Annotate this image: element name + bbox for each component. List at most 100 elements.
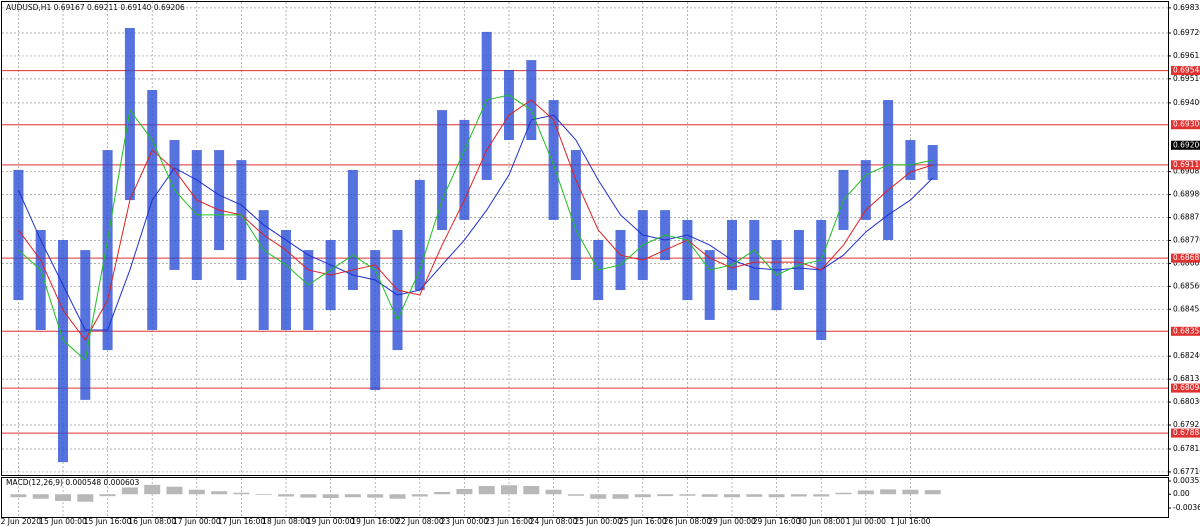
x-tick-label: 18 Jun 08:00 bbox=[262, 517, 310, 526]
price-bar bbox=[58, 240, 68, 463]
price-bar bbox=[102, 150, 113, 351]
y-tick-label: 0.68455 bbox=[1173, 304, 1200, 313]
price-bar bbox=[35, 229, 46, 330]
x-tick-label: 1 Jul 16:00 bbox=[890, 517, 930, 526]
x-tick-label: 25 Jun 16:00 bbox=[619, 517, 667, 526]
price-bar bbox=[481, 31, 492, 180]
chart-title: AUDUSD,H1 0.69167 0.69211 0.69140 0.6920… bbox=[6, 3, 185, 12]
x-tick-label: 26 Jun 08:00 bbox=[664, 517, 712, 526]
macd-bar bbox=[835, 492, 852, 495]
macd-bar bbox=[634, 494, 651, 498]
x-tick-label: 25 Jun 00:00 bbox=[574, 517, 622, 526]
price-bar bbox=[749, 219, 760, 301]
macd-bar bbox=[55, 494, 71, 501]
last-price-box bbox=[1171, 140, 1200, 150]
macd-bar bbox=[411, 494, 428, 497]
level-label: 0.69116 bbox=[1173, 160, 1200, 169]
moving-average bbox=[17, 99, 933, 341]
level-label-box bbox=[1171, 326, 1200, 336]
macd-bar bbox=[300, 494, 317, 498]
y-tick-label: 0.68875 bbox=[1173, 213, 1200, 222]
macd-bar bbox=[924, 490, 941, 495]
y-tick-label: 0.003523 bbox=[1173, 476, 1200, 485]
price-bar bbox=[214, 150, 225, 251]
macd-bar bbox=[344, 494, 361, 498]
macd-bar bbox=[121, 487, 138, 495]
price-bar bbox=[236, 160, 247, 280]
price-bar bbox=[347, 169, 358, 291]
x-tick-label: 19 Jun 00:00 bbox=[307, 517, 355, 526]
macd-bar bbox=[10, 494, 27, 498]
x-tick-label: 22 Jun 08:00 bbox=[396, 517, 444, 526]
macd-bar bbox=[902, 489, 919, 495]
price-bar bbox=[905, 140, 916, 180]
x-tick-label: 1 Jul 00:00 bbox=[846, 517, 886, 526]
macd-bar bbox=[768, 494, 785, 498]
y-tick-label: 0.69085 bbox=[1173, 167, 1200, 176]
x-tick-label: 29 Jun 00:00 bbox=[708, 517, 756, 526]
macd-bar bbox=[367, 494, 384, 498]
y-tick-label: 0.68665 bbox=[1173, 258, 1200, 267]
price-bar bbox=[793, 229, 804, 291]
price-bar bbox=[147, 90, 158, 330]
macd-panel bbox=[1, 477, 1169, 518]
last-price-label: 0.69206 bbox=[1173, 140, 1200, 149]
price-bar bbox=[615, 229, 626, 291]
macd-bar bbox=[813, 494, 830, 497]
x-tick-label: 12 Jun 2020 bbox=[0, 517, 41, 526]
level-label-box bbox=[1171, 253, 1200, 263]
level-label: 0.67888 bbox=[1173, 428, 1200, 437]
macd-bar bbox=[478, 485, 495, 495]
macd-bar bbox=[144, 484, 161, 495]
price-bar bbox=[682, 219, 693, 301]
x-tick-label: 19 Jun 16:00 bbox=[351, 517, 399, 526]
x-tick-label: 30 Jun 08:00 bbox=[797, 517, 845, 526]
macd-bar bbox=[456, 488, 473, 495]
y-tick-label: 0.68135 bbox=[1173, 374, 1200, 383]
moving-average bbox=[18, 94, 933, 362]
macd-title: MACD(12,26,9) 0.000548 0.000603 bbox=[6, 478, 140, 487]
x-tick-label: 17 Jun 00:00 bbox=[173, 517, 221, 526]
price-bar bbox=[124, 27, 135, 201]
macd-bar bbox=[545, 489, 562, 495]
macd-bar bbox=[679, 494, 696, 496]
y-tick-label: 0.69615 bbox=[1173, 51, 1200, 60]
level-label-box bbox=[1171, 66, 1200, 76]
macd-bar bbox=[790, 494, 807, 497]
macd-bar bbox=[166, 486, 183, 495]
x-tick-label: 15 Jun 00:00 bbox=[39, 517, 87, 526]
level-label-box bbox=[1171, 428, 1200, 438]
x-tick-label: 29 Jun 16:00 bbox=[753, 517, 801, 526]
x-tick-label: 16 Jun 08:00 bbox=[128, 517, 176, 526]
price-bar bbox=[303, 250, 314, 330]
level-label-box bbox=[1171, 120, 1200, 130]
moving-average bbox=[17, 114, 934, 331]
price-bar bbox=[927, 145, 938, 180]
level-label-box bbox=[1171, 383, 1200, 393]
macd-bar bbox=[188, 489, 205, 495]
macd-bar bbox=[567, 494, 584, 496]
level-label: 0.68689 bbox=[1173, 253, 1200, 262]
macd-bar bbox=[211, 491, 228, 495]
macd-bar bbox=[77, 494, 94, 502]
price-bar bbox=[816, 219, 827, 341]
macd-bar bbox=[857, 490, 874, 495]
macd-bar bbox=[32, 494, 49, 499]
macd-bar bbox=[434, 491, 451, 495]
x-tick-label: 15 Jun 16:00 bbox=[84, 517, 132, 526]
price-bar bbox=[281, 229, 291, 330]
price-bar bbox=[504, 69, 514, 141]
price-bar bbox=[727, 219, 737, 291]
macd-bar bbox=[746, 494, 763, 497]
macd-bar bbox=[612, 494, 629, 499]
price-bar bbox=[570, 150, 581, 280]
